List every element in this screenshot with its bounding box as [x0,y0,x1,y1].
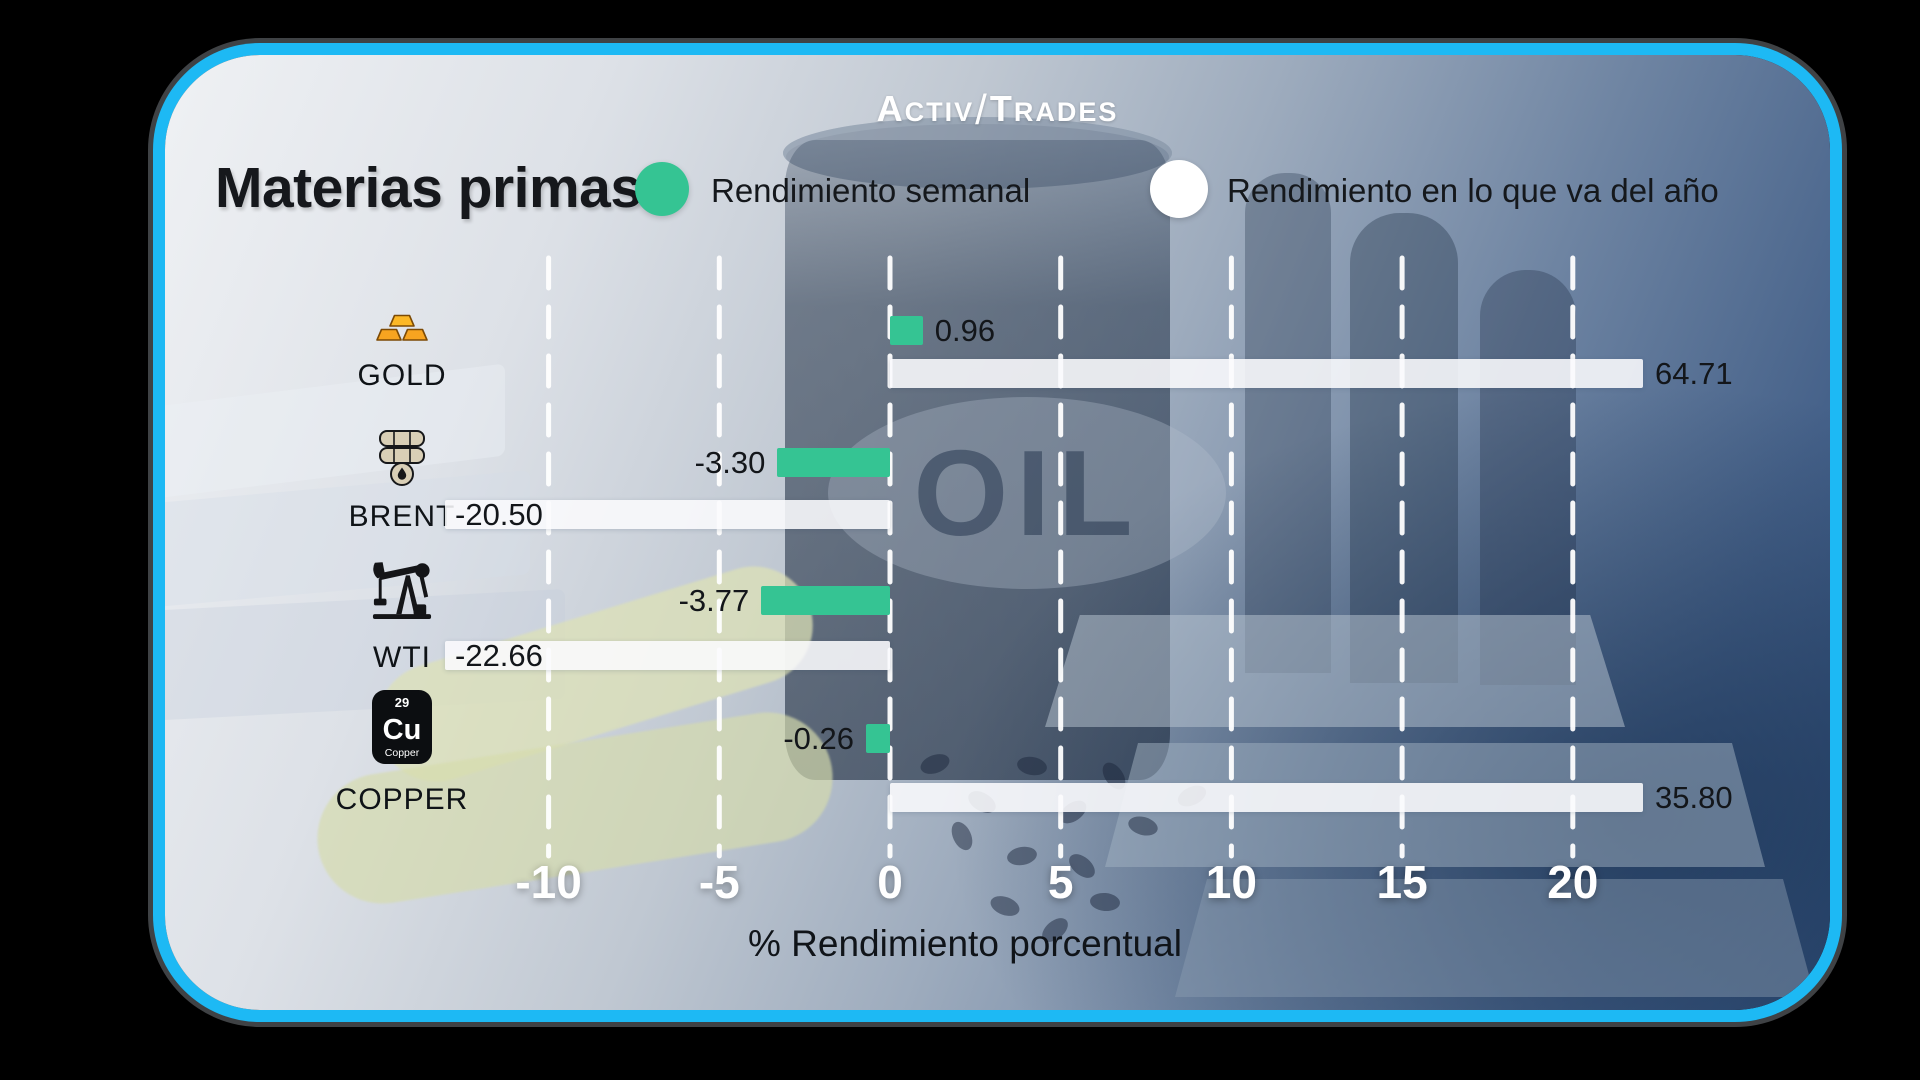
svg-text:29: 29 [395,695,409,710]
x-tick-label: -5 [698,856,740,908]
x-axis-title: % Rendimiento porcentual [748,923,1182,964]
logo-text: T [989,88,1014,129]
brand-logo: ACTIV/TRADES [876,83,1119,133]
x-tick-label: 20 [1547,856,1599,908]
weekly-bar [761,586,890,615]
oil-barrels-icon [376,429,428,487]
weekly-value-label: 0.96 [934,313,996,348]
weekly-value-label: -3.30 [694,445,766,480]
ytd-value-label: -22.66 [455,638,543,673]
ytd-legend-label: Rendimiento en lo que va del año [1227,172,1719,209]
x-tick-label: 5 [1047,856,1074,908]
pumpjack-icon [371,549,433,623]
weekly-bar [866,724,890,753]
logo-slash: / [975,86,989,133]
category-label: WTI [373,641,431,674]
weekly-bar [777,448,890,477]
category-label: GOLD [357,359,447,392]
x-tick-label: -10 [515,856,582,908]
ytd-value-label: -20.50 [455,497,543,532]
ytd-value-label: 35.80 [1655,780,1733,815]
x-tick-label: 10 [1205,856,1257,908]
logo-text: A [876,88,905,129]
x-tick-label: 0 [877,856,903,908]
svg-text:Cu: Cu [383,714,422,746]
weekly-bar [890,316,923,345]
gold-bars-icon [376,313,428,343]
ytd-bar [890,783,1643,812]
weekly-value-label: -0.26 [783,721,854,756]
logo-text: CTIV [904,97,975,127]
page-title: Materias primas [215,156,642,220]
x-tick-label: 15 [1376,856,1428,908]
infographic-card: OIL ACTIV/TRADES Materias primas Rendimi… [165,55,1830,1010]
ytd-value-label: 64.71 [1655,356,1733,391]
ytd-bar [890,359,1643,388]
weekly-legend-dot [635,162,689,216]
logo-text: RADES [1013,97,1119,127]
copper-element-icon: 29 Cu Copper [371,689,433,765]
category-label: COPPER [335,783,469,816]
svg-text:Copper: Copper [385,747,420,759]
category-label: BRENT [348,500,456,533]
weekly-value-label: -3.77 [678,583,750,618]
